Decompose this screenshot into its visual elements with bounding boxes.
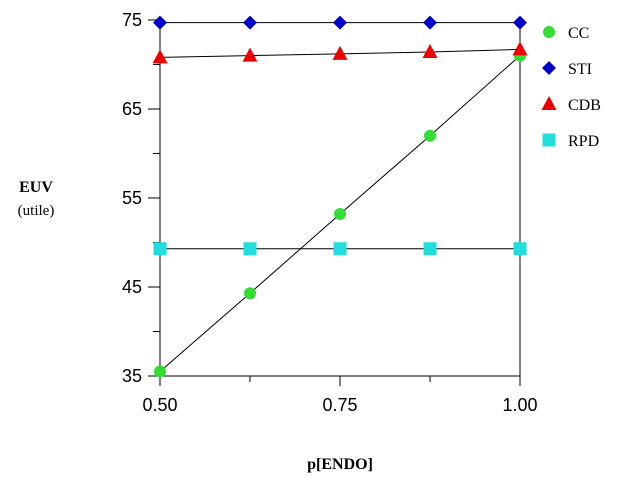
- data-point-cc: [244, 287, 256, 300]
- legend-label-rpd: RPD: [568, 133, 599, 150]
- data-point-cc: [334, 208, 346, 221]
- data-point-rpd: [513, 242, 527, 256]
- data-point-cc: [154, 365, 166, 378]
- y-axis-unit-label: (utile): [18, 203, 55, 219]
- y-axis-label-group: EUV (utile): [18, 179, 55, 219]
- legend-marker-cdb: [541, 96, 557, 110]
- y-tick-label: 75: [122, 10, 142, 30]
- data-point-rpd: [153, 242, 167, 256]
- data-point-cc: [424, 129, 436, 142]
- legend-marker-sti: [542, 61, 556, 75]
- data-point-cdb: [242, 47, 258, 62]
- data-point-cdb: [332, 45, 348, 60]
- y-tick-label: 55: [122, 188, 142, 208]
- data-point-sti: [333, 15, 347, 30]
- x-tick-label: 0.50: [142, 395, 177, 415]
- y-tick-label: 65: [122, 99, 142, 119]
- legend-marker-rpd: [542, 133, 556, 147]
- data-point-cdb: [512, 41, 528, 56]
- legend: CC STI CDB RPD: [541, 25, 601, 150]
- legend-marker-cc: [543, 26, 555, 38]
- data-point-sti: [243, 15, 257, 30]
- data-point-cdb: [422, 44, 438, 59]
- plot-area: 35 45 55 65 75 0.50 0.75 1.00: [122, 10, 538, 415]
- data-point-rpd: [333, 242, 347, 256]
- legend-label-sti: STI: [568, 61, 592, 78]
- data-point-rpd: [423, 242, 437, 256]
- x-tick-label: 0.75: [322, 395, 357, 415]
- x-axis-label: p[ENDO]: [307, 456, 373, 473]
- y-tick-label: 45: [122, 277, 142, 297]
- data-point-rpd: [243, 242, 257, 256]
- data-point-cdb: [152, 49, 168, 64]
- legend-label-cdb: CDB: [568, 97, 601, 114]
- x-tick-label: 1.00: [502, 395, 537, 415]
- data-point-sti: [153, 15, 167, 30]
- y-tick-label: 35: [122, 366, 142, 386]
- legend-label-cc: CC: [568, 25, 589, 42]
- data-point-sti: [423, 15, 437, 30]
- data-point-sti: [513, 15, 527, 30]
- y-axis-label: EUV: [19, 179, 53, 196]
